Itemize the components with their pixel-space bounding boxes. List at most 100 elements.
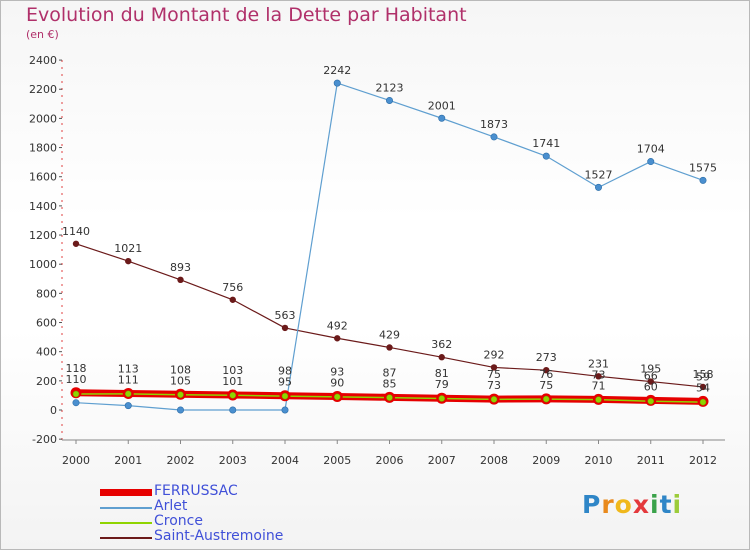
x-tick-label: 2007 — [428, 454, 456, 467]
point-arlet — [699, 176, 707, 184]
y-tick-label: 1600 — [29, 171, 57, 184]
x-tick-label: 2002 — [167, 454, 195, 467]
point-cronce — [699, 398, 707, 406]
x-tick-label: 2012 — [689, 454, 717, 467]
y-tick-label: 2000 — [29, 112, 57, 125]
point-saint-austremoine — [229, 296, 236, 303]
point-cronce — [334, 393, 341, 401]
data-label-ferrussac: 76 — [539, 368, 553, 381]
data-label-cronce: 90 — [330, 376, 344, 389]
point-cronce — [595, 396, 602, 403]
legend-swatch-ferrussac — [100, 489, 152, 496]
point-cronce — [386, 394, 393, 401]
data-label-saint-austremoine: 492 — [327, 319, 348, 332]
logo-letter: P — [582, 490, 602, 519]
data-label-saint-austremoine: 195 — [640, 363, 661, 376]
data-label-cronce: 85 — [383, 377, 397, 390]
point-arlet — [333, 79, 341, 87]
chart-subtitle: (en €) — [26, 28, 59, 41]
point-cronce — [438, 395, 445, 402]
data-label-ferrussac: 103 — [222, 364, 243, 377]
legend-label-arlet: Arlet — [154, 498, 188, 514]
data-label-saint-austremoine: 273 — [536, 351, 557, 364]
proxiti-logo: Proxiti — [582, 490, 682, 519]
x-tick-label: 2000 — [62, 454, 90, 467]
point-saint-austremoine — [490, 364, 498, 371]
data-label-cronce: 54 — [696, 381, 710, 394]
point-cronce — [72, 390, 80, 398]
x-tick-label: 2004 — [271, 454, 299, 467]
legend-label-saint-austremoine: Saint-Austremoine — [154, 528, 284, 544]
point-cronce — [647, 398, 654, 405]
logo-letter: i — [672, 490, 683, 519]
point-saint-austremoine — [281, 324, 289, 332]
point-arlet — [281, 406, 289, 414]
y-tick-label: 0 — [50, 404, 57, 417]
data-label-ferrussac: 113 — [118, 363, 139, 376]
data-label-cronce: 111 — [118, 374, 139, 387]
point-cronce — [229, 392, 236, 399]
data-label-saint-austremoine: 292 — [484, 348, 505, 361]
point-cronce — [543, 395, 550, 403]
legend-label-ferrussac: FERRUSSAC — [154, 483, 238, 499]
data-label-saint-austremoine: 563 — [275, 309, 296, 322]
data-label-ferrussac: 75 — [487, 368, 501, 381]
data-label-saint-austremoine: 756 — [222, 281, 243, 294]
logo-letter: o — [614, 490, 633, 519]
data-label-saint-austremoine: 158 — [693, 368, 714, 381]
point-arlet — [490, 133, 498, 141]
y-tick-label: 2200 — [29, 83, 57, 96]
data-label-arlet: 1741 — [532, 137, 560, 150]
data-label-cronce: 105 — [170, 374, 191, 387]
logo-letter: x — [632, 490, 650, 519]
legend-swatch-cronce — [100, 522, 152, 524]
data-label-arlet: 1527 — [585, 168, 613, 181]
point-saint-austremoine — [438, 354, 445, 361]
y-tick-label: -200 — [32, 433, 57, 446]
data-label-saint-austremoine: 1021 — [114, 242, 142, 255]
point-arlet — [72, 399, 80, 407]
point-saint-austremoine — [177, 276, 184, 284]
point-saint-austremoine — [334, 335, 341, 342]
data-label-ferrussac: 108 — [170, 363, 191, 376]
data-label-saint-austremoine: 1140 — [62, 225, 90, 238]
data-label-arlet: 2123 — [376, 81, 404, 94]
point-arlet — [177, 406, 185, 414]
x-tick-label: 2010 — [585, 454, 613, 467]
y-tick-label: 200 — [36, 375, 57, 388]
legend-swatch-arlet — [100, 507, 152, 509]
data-label-saint-austremoine: 231 — [588, 357, 609, 370]
point-cronce — [281, 392, 289, 400]
data-label-arlet: 2242 — [323, 64, 351, 77]
logo-letter: r — [601, 490, 615, 519]
logo-letter: i — [650, 490, 660, 519]
data-label-ferrussac: 118 — [66, 362, 87, 375]
y-tick-label: 600 — [36, 317, 57, 330]
point-arlet — [124, 402, 132, 410]
data-label-arlet: 1873 — [480, 118, 508, 131]
point-saint-austremoine — [72, 240, 80, 247]
y-tick-label: 800 — [36, 287, 57, 300]
x-tick-label: 2011 — [637, 454, 665, 467]
data-label-ferrussac: 81 — [435, 367, 449, 380]
chart-title: Evolution du Montant de la Dette par Hab… — [26, 4, 467, 26]
data-label-saint-austremoine: 429 — [379, 328, 400, 341]
data-label-cronce: 101 — [222, 375, 243, 388]
x-tick-label: 2005 — [323, 454, 351, 467]
data-label-cronce: 60 — [644, 380, 658, 393]
point-arlet — [542, 152, 550, 160]
point-cronce — [177, 391, 184, 398]
y-tick-label: 1800 — [29, 142, 57, 155]
data-label-arlet: 1704 — [637, 143, 665, 156]
x-tick-label: 2006 — [376, 454, 404, 467]
point-saint-austremoine — [386, 344, 393, 351]
data-label-ferrussac: 98 — [278, 365, 292, 378]
data-label-ferrussac: 73 — [592, 368, 606, 381]
data-label-cronce: 75 — [539, 379, 553, 392]
data-label-cronce: 110 — [66, 373, 87, 386]
point-arlet — [647, 158, 655, 166]
point-saint-austremoine — [543, 366, 550, 374]
legend-swatch-saint-austremoine — [100, 537, 152, 539]
y-tick-label: 1200 — [29, 229, 57, 242]
data-label-ferrussac: 87 — [383, 366, 397, 379]
